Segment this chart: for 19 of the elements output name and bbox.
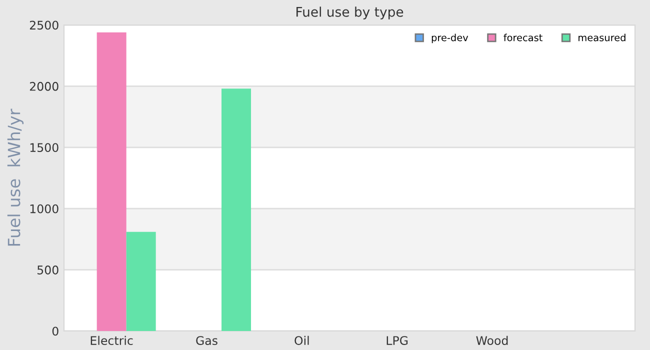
x-tick-label: LPG (386, 336, 408, 345)
y-tick-label: 1500 (30, 143, 58, 152)
bar (126, 232, 156, 331)
chart-title: Fuel use by type (296, 6, 404, 20)
x-tick-label: Oil (294, 336, 309, 345)
y-axis-title: Fuel use kWh/yr (7, 108, 24, 246)
y-tick-label: 1000 (30, 204, 58, 214)
legend-label: forecast (504, 34, 542, 42)
x-tick-label: Electric (90, 336, 133, 345)
y-tick-label: 2500 (30, 20, 58, 30)
legend-label: measured (578, 34, 626, 42)
x-tick-label: Wood (476, 336, 508, 345)
legend-label: pre-dev (432, 34, 468, 44)
y-tick-label: 2000 (30, 82, 58, 91)
x-tick-label: Gas (196, 336, 218, 345)
bar (96, 32, 126, 331)
y-tick-label: 500 (38, 266, 58, 274)
y-tick-label: 0 (52, 326, 58, 336)
bar (222, 88, 252, 331)
